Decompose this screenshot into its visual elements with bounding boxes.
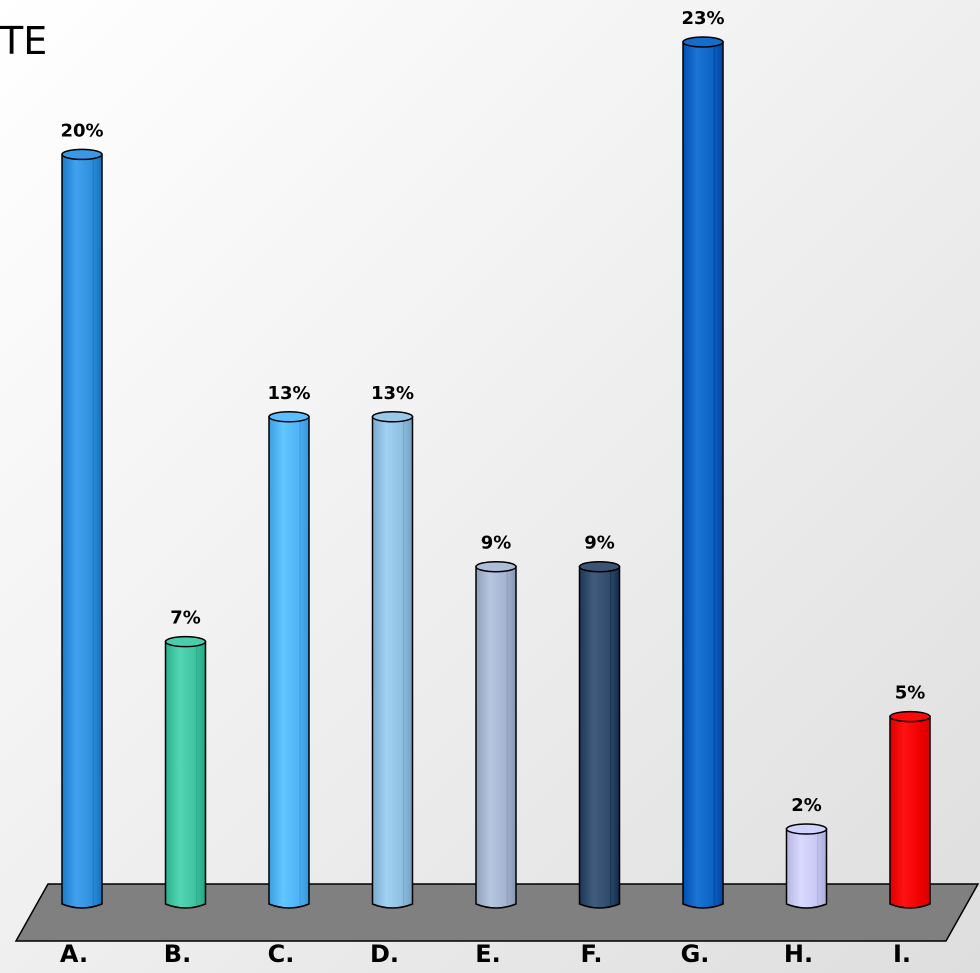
category-label-a: A.	[60, 940, 88, 968]
bar-top-a	[61, 148, 103, 161]
bar-c	[268, 411, 310, 909]
bar-top-d	[371, 411, 414, 423]
bar-top-b	[164, 635, 207, 648]
bar-top-c	[268, 411, 310, 423]
data-label-i: 5%	[895, 683, 926, 704]
data-labels-group: 20% 7% 13% 13% 9% 9% 23% 2% 5%	[60, 8, 925, 816]
category-label-e: E.	[475, 940, 501, 968]
bar-f	[578, 560, 621, 909]
bar-g	[682, 36, 724, 909]
bar-top-g	[682, 36, 724, 48]
bar-h	[785, 823, 828, 909]
data-label-e: 9%	[481, 533, 512, 554]
data-label-h: 2%	[791, 795, 822, 816]
category-label-g: G.	[681, 940, 710, 968]
bar-a	[61, 148, 103, 909]
data-label-c: 13%	[267, 383, 310, 404]
chart-title: TE	[0, 19, 48, 63]
data-label-f: 9%	[584, 533, 615, 554]
bar-top-i	[889, 710, 931, 723]
bar-body-a	[61, 153, 103, 909]
bar-body-h	[785, 828, 828, 909]
bar-body-f	[578, 565, 621, 909]
bars-group	[61, 36, 931, 909]
bar-e	[475, 560, 517, 909]
data-label-a: 20%	[60, 120, 103, 141]
bar-top-f	[578, 560, 621, 573]
category-label-f: F.	[581, 940, 603, 968]
category-label-b: B.	[164, 940, 191, 968]
bar-body-d	[371, 416, 414, 909]
data-label-g: 23%	[681, 8, 724, 29]
category-label-c: C.	[268, 940, 295, 968]
bar-body-e	[475, 565, 517, 909]
bar-body-g	[682, 41, 724, 909]
bar-d	[371, 411, 414, 909]
bar-body-b	[164, 640, 207, 909]
bar-i	[889, 710, 931, 909]
category-label-d: D.	[370, 940, 399, 968]
category-label-h: H.	[784, 940, 813, 968]
chart-floor	[14, 883, 980, 942]
data-label-b: 7%	[170, 608, 201, 629]
category-label-i: I.	[893, 940, 911, 968]
category-labels-group: A. B. C. D. E. F. G. H. I.	[60, 940, 911, 968]
bar-top-e	[475, 560, 517, 573]
bar-b	[164, 635, 207, 909]
data-label-d: 13%	[371, 383, 414, 404]
bar-body-c	[268, 416, 310, 909]
bar-top-h	[785, 823, 828, 835]
bar-body-i	[889, 715, 931, 909]
